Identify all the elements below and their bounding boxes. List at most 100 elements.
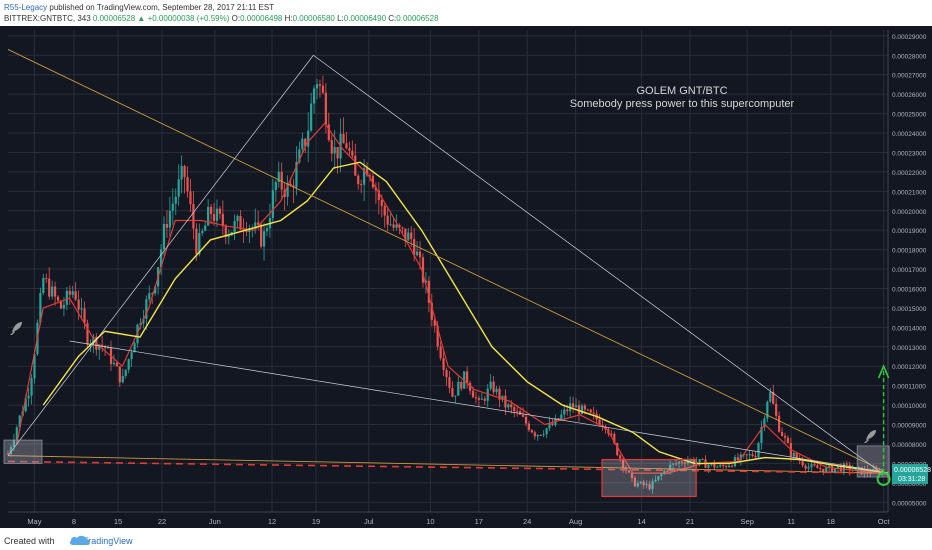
x-tick-label: Oct — [878, 517, 891, 526]
x-tick-label: 22 — [158, 517, 166, 526]
candle-body — [410, 232, 413, 240]
candle-body — [833, 468, 837, 472]
candle-body — [430, 302, 433, 320]
candle-body — [383, 205, 386, 216]
candle-body — [168, 210, 171, 228]
candle-body — [18, 415, 21, 428]
candle-body — [404, 228, 407, 241]
candle-body — [669, 464, 672, 471]
candle-body — [398, 224, 401, 228]
candle-body — [772, 391, 775, 404]
candle-body — [513, 407, 516, 412]
candle-body — [442, 358, 445, 370]
candle-body — [212, 214, 216, 221]
candle-body — [51, 286, 54, 297]
candle-body — [198, 232, 201, 255]
candle-body — [730, 465, 734, 467]
accumulation-box — [601, 458, 697, 498]
candle-body — [666, 470, 669, 472]
candle-body — [474, 397, 478, 399]
y-tick-label: 0.00016000 — [892, 286, 927, 293]
tradingview-brand[interactable]: TradingView — [83, 536, 133, 546]
candle-body — [151, 293, 154, 295]
candle-body — [489, 381, 492, 389]
high-value: 0.00006580 — [292, 14, 335, 23]
candle-body — [483, 398, 486, 401]
candle-body — [542, 434, 545, 436]
candle-body — [674, 463, 678, 465]
candle-body — [106, 347, 110, 349]
candle-body — [586, 409, 589, 411]
open-value: 0.00006498 — [240, 14, 283, 23]
y-tick-label: 0.00018000 — [892, 248, 927, 255]
candle-body — [510, 404, 513, 408]
candle-body — [560, 414, 563, 420]
author-link[interactable]: R55-Legacy — [4, 3, 48, 12]
candle-body — [822, 468, 825, 473]
published-text: published on TradingView.com, September … — [49, 3, 275, 12]
time-axis[interactable]: May 8 15 22 Jun 12 19 Jul 10 17 24 Aug 14 21 Sep 11 18 Oc… — [27, 517, 890, 526]
candle-body — [495, 388, 498, 393]
candle-body — [365, 168, 369, 176]
candle-body — [148, 293, 151, 300]
candle-body — [227, 235, 230, 238]
candle-body — [545, 428, 548, 435]
candle-body — [480, 398, 483, 400]
candle-body — [304, 138, 307, 147]
candle-body — [180, 166, 183, 180]
candle-body — [524, 416, 528, 424]
candle-body — [218, 208, 222, 214]
candle-body — [616, 443, 619, 456]
y-tick-label: 0.00015000 — [892, 306, 927, 313]
candle-body — [9, 446, 13, 454]
x-tick-label: 24 — [523, 517, 531, 526]
candle-body — [645, 484, 648, 486]
candle-body — [577, 405, 581, 415]
x-tick-label: 10 — [426, 517, 434, 526]
candle-body — [471, 390, 475, 398]
x-tick-label: 18 — [827, 517, 835, 526]
last-price: 0.00006528 — [92, 14, 136, 23]
candle-body — [201, 230, 204, 233]
candle-body — [769, 391, 772, 402]
candle-body — [492, 381, 495, 393]
candle-body — [195, 228, 198, 255]
chart-subtitle: Somebody press power to this supercomput… — [570, 98, 795, 110]
candle-body — [65, 290, 68, 305]
candle-body — [648, 484, 651, 490]
candle-body — [477, 398, 481, 400]
price-chart[interactable]: 0.00029000 0.00028000 0.00027000 0.00026000… — [0, 26, 932, 528]
candle-body — [207, 206, 210, 226]
candle-body — [598, 419, 601, 426]
candle-body — [74, 291, 77, 300]
candle-body — [27, 395, 30, 399]
candle-body — [498, 388, 501, 400]
candle-body — [48, 278, 51, 297]
chart-footer: Created with TradingView — [0, 531, 932, 550]
candle-body — [639, 481, 642, 484]
y-tick-label: 0.00029000 — [892, 34, 927, 41]
candle-body — [801, 460, 804, 466]
candle-body — [683, 462, 687, 464]
moving-average-fast — [16, 122, 889, 474]
candle-body — [68, 290, 71, 295]
x-tick-label: 11 — [787, 517, 795, 526]
candle-body — [139, 323, 142, 325]
candle-body — [519, 411, 522, 415]
created-with-text: Created with TradingView — [4, 536, 133, 546]
candle-body — [221, 213, 224, 227]
candle-body — [6, 453, 10, 455]
y-tick-label: 0.00025000 — [892, 112, 927, 119]
x-tick-label: May — [27, 517, 41, 526]
candle-body — [101, 344, 104, 347]
candle-body — [816, 465, 819, 469]
last-price-badge: 0.00006528 03:31:28 — [892, 464, 931, 484]
candle-body — [162, 223, 166, 250]
candle-body — [115, 362, 118, 367]
candle-body — [828, 465, 831, 468]
candle-body — [330, 140, 333, 154]
candle-body — [845, 463, 848, 465]
candle-body — [274, 182, 277, 191]
chart-area[interactable]: 0.00029000 0.00028000 0.00027000 0.00026000… — [0, 26, 932, 528]
candle-body — [757, 442, 760, 458]
